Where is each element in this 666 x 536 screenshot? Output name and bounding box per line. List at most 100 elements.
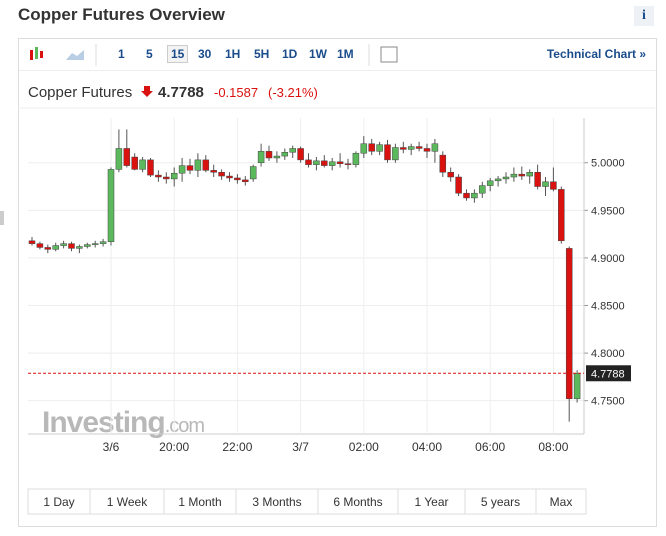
candle-body	[115, 148, 123, 170]
range-button-label: 1 Day	[43, 495, 74, 509]
x-tick-label: 06:00	[475, 440, 505, 454]
range-button-label: 1 Year	[414, 495, 448, 509]
candle-body	[360, 143, 368, 154]
candle-body	[392, 147, 399, 161]
candle-body	[28, 240, 36, 244]
interval-button[interactable]: 30	[198, 47, 212, 61]
y-tick-label: 4.8500	[591, 301, 625, 313]
range-button[interactable]: 5 years	[464, 488, 537, 515]
last-price: 4.7788	[158, 84, 204, 101]
candle-body	[210, 170, 217, 173]
chart-panel: Technical Chart » 1 5 15 30 1H 5H 1D 1W 1M	[18, 38, 657, 527]
candle-body	[558, 189, 565, 242]
candle-body	[147, 159, 154, 176]
candle-body	[510, 173, 518, 178]
candle-body	[249, 166, 257, 180]
down-arrow	[141, 86, 153, 97]
candle-body	[479, 185, 486, 194]
y-tick-label: 4.8000	[591, 348, 625, 360]
candle-body	[431, 143, 439, 152]
range-button[interactable]: 1 Year	[397, 488, 466, 515]
candle-body	[542, 181, 549, 187]
candle-body	[76, 246, 83, 249]
range-button[interactable]: 6 Months	[317, 488, 399, 515]
candle-body	[273, 155, 281, 159]
side-handle[interactable]	[0, 211, 4, 225]
candle-body	[257, 151, 265, 163]
candle-body	[163, 176, 170, 180]
x-tick-label: 20:00	[159, 440, 189, 454]
candle-body	[91, 243, 99, 245]
range-button-box	[535, 488, 587, 515]
candle-body	[178, 165, 186, 174]
candle-body	[36, 243, 44, 248]
x-tick-label: 04:00	[412, 440, 442, 454]
range-button-label: 1 Month	[178, 495, 221, 509]
info-button[interactable]: i	[634, 6, 654, 26]
interval-button[interactable]: 5H	[254, 47, 270, 61]
range-button[interactable]: 1 Week	[89, 488, 165, 515]
candle-body	[352, 152, 360, 165]
price-change: -0.1587	[214, 85, 258, 100]
candle-body	[234, 177, 241, 181]
candle-body	[455, 176, 462, 194]
candle-body	[265, 151, 273, 159]
candle-body	[573, 373, 581, 400]
candle-body	[194, 159, 202, 171]
range-button-box	[317, 488, 399, 515]
range-button-label: 5 years	[481, 495, 520, 509]
candle-body	[131, 156, 138, 170]
candle-body	[447, 172, 454, 178]
table-icon[interactable]	[380, 46, 398, 63]
candle-body	[44, 247, 52, 250]
candle-body	[384, 144, 391, 161]
candle-body	[502, 176, 510, 180]
candle-body	[534, 172, 541, 187]
candle-body	[344, 163, 352, 165]
candle-body	[439, 154, 447, 173]
candle-body	[84, 244, 91, 247]
candle-body	[281, 152, 289, 157]
candle-body	[99, 241, 107, 244]
candle-body	[486, 180, 494, 186]
range-button-box	[163, 488, 237, 515]
candle-body	[321, 160, 328, 166]
candle-body	[415, 146, 423, 149]
candle-body	[471, 192, 478, 199]
candle-body	[423, 148, 431, 152]
area-icon[interactable]	[66, 50, 84, 60]
range-button[interactable]: Max	[535, 488, 587, 515]
candle-body	[226, 175, 233, 179]
candle-body	[52, 245, 59, 250]
candle-body	[518, 173, 526, 177]
x-tick-label: 22:00	[222, 440, 252, 454]
range-button-label: Max	[550, 495, 573, 509]
candle-icon[interactable]	[30, 47, 43, 60]
range-button-label: 1 Week	[107, 495, 148, 509]
candle-body	[155, 174, 162, 178]
interval-button[interactable]: 1M	[337, 47, 354, 61]
interval-button[interactable]: 5	[146, 47, 153, 61]
candle-body	[68, 243, 75, 249]
candle-body	[407, 146, 415, 150]
interval-button[interactable]: 15	[167, 45, 189, 63]
technical-chart-link[interactable]: Technical Chart »	[546, 47, 646, 61]
candle-body	[297, 148, 304, 161]
interval-button[interactable]: 1	[118, 47, 125, 61]
y-tick-label: 4.7500	[591, 396, 625, 408]
candle-body	[289, 148, 296, 153]
interval-button[interactable]: 1H	[225, 47, 241, 61]
range-button[interactable]: 1 Month	[163, 488, 237, 515]
interval-button[interactable]: 1W	[309, 47, 327, 61]
candle-body	[139, 159, 146, 170]
x-tick-label: 08:00	[538, 440, 568, 454]
candle-body	[565, 248, 573, 400]
interval-button[interactable]: 1D	[282, 47, 298, 61]
candle-body	[202, 159, 210, 171]
range-button-box	[89, 488, 165, 515]
range-button[interactable]: 1 Day	[27, 488, 91, 515]
range-button[interactable]: 3 Months	[235, 488, 319, 515]
candle-body	[186, 165, 194, 171]
last-price-tag	[586, 365, 631, 382]
